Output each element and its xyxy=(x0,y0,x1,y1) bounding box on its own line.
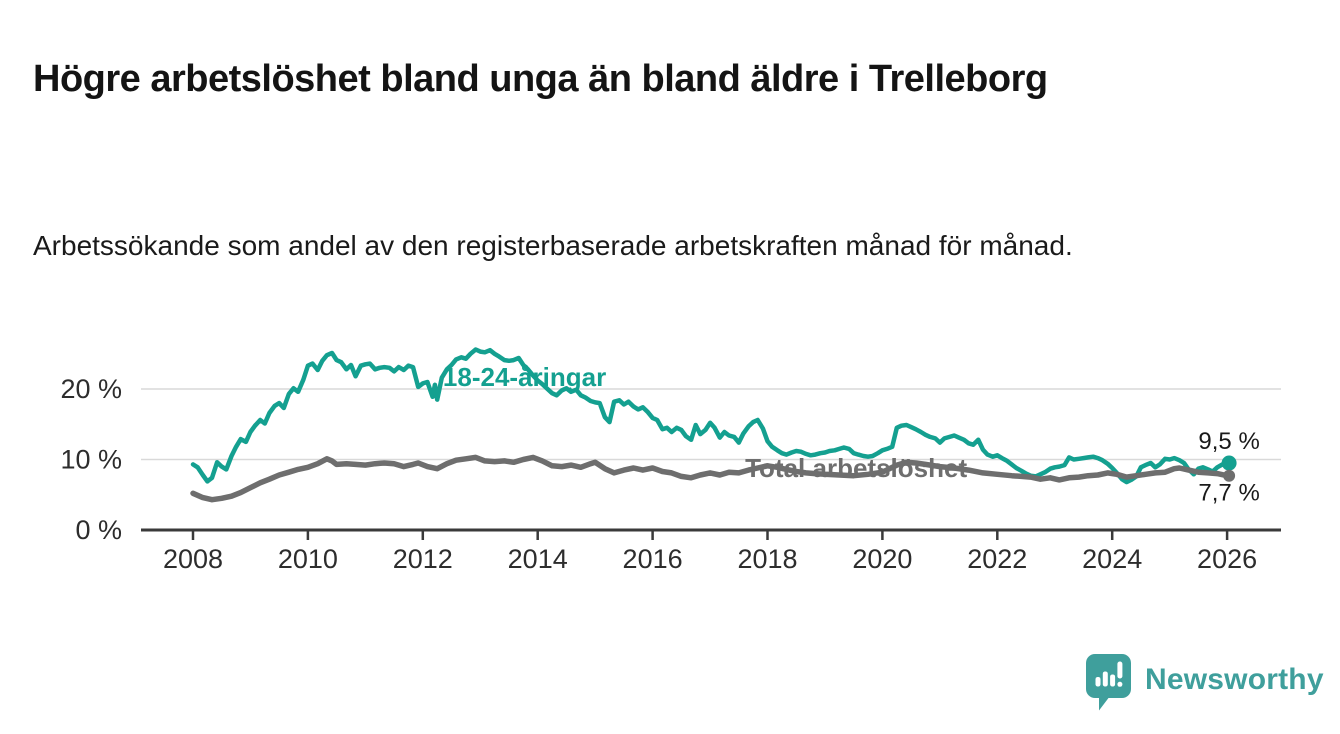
x-tick-label: 2010 xyxy=(278,544,338,574)
page-subtitle: Arbetssökande som andel av den registerb… xyxy=(33,230,1073,261)
y-tick-label: 10 % xyxy=(60,445,122,475)
series-end-value-label: 7,7 % xyxy=(1198,480,1259,507)
x-tick-label: 2014 xyxy=(508,544,568,574)
newsworthy-logo: Newsworthy xyxy=(1085,653,1324,711)
x-tick-label: 2018 xyxy=(737,544,797,574)
series-end-dot xyxy=(1223,469,1236,482)
x-tick-label: 2008 xyxy=(163,544,223,574)
series-line-young xyxy=(190,347,1230,485)
page-title: Högre arbetslöshet bland unga än bland ä… xyxy=(33,58,1048,101)
series-line-total xyxy=(190,454,1230,503)
y-tick-label: 20 % xyxy=(60,374,122,404)
x-tick-label: 2022 xyxy=(967,544,1027,574)
series-label: Total arbetslöshet xyxy=(745,453,967,483)
unemployment-chart: 2008 2010 2012 2014 2016 2018 2020 2022 2024 2026… xyxy=(60,347,1281,574)
newsworthy-logo-text: Newsworthy xyxy=(1145,663,1324,696)
series-end-dot xyxy=(1221,455,1237,471)
x-tick-label: 2012 xyxy=(393,544,453,574)
bar-chart-speech-bubble-icon xyxy=(1086,654,1131,711)
x-tick-label: 2024 xyxy=(1082,544,1142,574)
x-tick-label: 2016 xyxy=(623,544,683,574)
x-tick-label: 2020 xyxy=(852,544,912,574)
series-end-value-label: 9,5 % xyxy=(1198,428,1259,455)
x-tick-label: 2026 xyxy=(1197,544,1257,574)
y-tick-label: 0 % xyxy=(75,515,122,545)
series-label: 18-24-åringar xyxy=(443,362,606,392)
